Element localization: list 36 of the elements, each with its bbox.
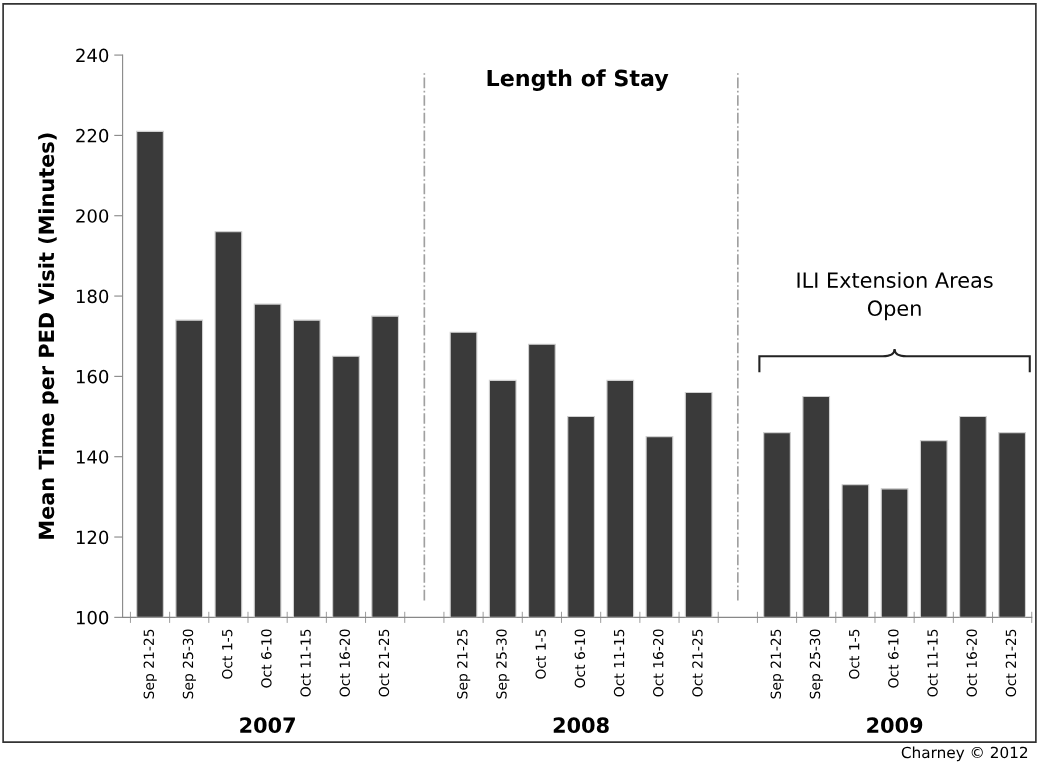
x-tick-label: Sep 25-30 bbox=[496, 629, 510, 699]
x-tick-label: Oct 21-25 bbox=[1005, 629, 1017, 697]
x-tick-label: Oct 1-5 bbox=[848, 629, 860, 679]
x-tick-label: Oct 21-25 bbox=[378, 629, 390, 697]
text: 2009 bbox=[867, 717, 923, 734]
x-tick-label: Oct 11-15 bbox=[613, 629, 625, 697]
x-tick-label: Sep 25-30 bbox=[809, 629, 823, 699]
y-tick-label: 180 bbox=[76, 289, 109, 304]
x-tick-label: Sep 21-25 bbox=[143, 629, 157, 699]
x-tick-label: Oct 21-25 bbox=[692, 629, 703, 697]
x-tick-label: Sep 21-25 bbox=[770, 629, 784, 699]
text: 2007 bbox=[240, 717, 295, 734]
x-tick-label: Oct 11-15 bbox=[300, 629, 311, 697]
x-tick-label: Sep 25-30 bbox=[182, 629, 196, 699]
y-tick-label: 160 bbox=[76, 369, 109, 384]
text: Length of Stay bbox=[487, 69, 669, 91]
y-tick-label: 200 bbox=[76, 209, 109, 223]
x-tick-label: Oct 6-10 bbox=[888, 629, 899, 688]
x-tick-label: Oct 6-10 bbox=[261, 629, 272, 688]
x-tick-label: Oct 1-5 bbox=[221, 629, 233, 679]
x-tick-label: Oct 16-20 bbox=[966, 629, 977, 697]
annotation: ILI Extension Areas Open bbox=[797, 271, 993, 321]
y-tick-label: 240 bbox=[76, 48, 109, 63]
x-tick-label: Oct 16-20 bbox=[652, 629, 664, 697]
x-tick-label: Oct 1-5 bbox=[535, 629, 546, 679]
y-tick-label: 120 bbox=[76, 530, 109, 545]
x-tick-label: Oct 16-20 bbox=[339, 629, 350, 697]
y-tick-label: 100 bbox=[76, 610, 109, 625]
y-tick-label: 220 bbox=[76, 128, 109, 143]
x-tick-label: Oct 6-10 bbox=[574, 629, 586, 688]
x-tick-label: Sep 21-25 bbox=[457, 629, 471, 699]
y-tick-label: 140 bbox=[76, 450, 109, 464]
x-tick-label: Oct 11-15 bbox=[927, 629, 938, 697]
text: 2008 bbox=[553, 717, 609, 734]
text: Charney © 2012 bbox=[901, 746, 1028, 762]
y-axis-title: Mean Time per PED Visit (Minutes) bbox=[38, 133, 59, 539]
